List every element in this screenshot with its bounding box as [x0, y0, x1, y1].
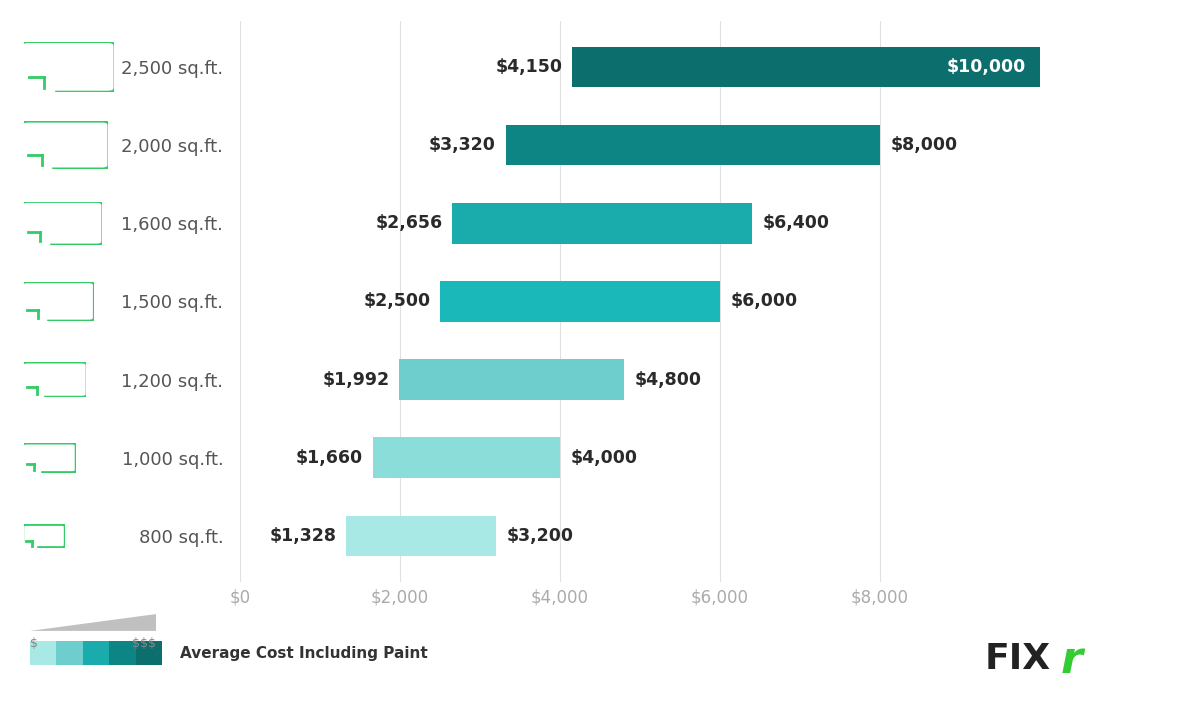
Bar — [136, 641, 162, 665]
Bar — [347, 516, 496, 557]
FancyBboxPatch shape — [22, 41, 115, 92]
FancyBboxPatch shape — [22, 201, 103, 245]
Text: $1,660: $1,660 — [296, 449, 364, 467]
Text: $3,200: $3,200 — [506, 527, 574, 545]
FancyBboxPatch shape — [23, 524, 65, 547]
FancyBboxPatch shape — [22, 282, 95, 321]
Text: $8,000: $8,000 — [890, 136, 958, 154]
Text: $6,000: $6,000 — [731, 292, 798, 311]
Polygon shape — [30, 614, 156, 631]
Bar — [572, 46, 1040, 87]
Text: $: $ — [30, 637, 38, 650]
Bar — [56, 641, 83, 665]
Bar — [83, 641, 109, 665]
FancyBboxPatch shape — [22, 121, 109, 169]
Text: $10,000: $10,000 — [947, 58, 1026, 76]
Text: $6,400: $6,400 — [762, 215, 829, 232]
Text: r: r — [1061, 639, 1082, 682]
Text: Average Cost Including Paint: Average Cost Including Paint — [180, 646, 427, 661]
Bar — [440, 281, 720, 322]
Bar — [400, 360, 624, 400]
Bar — [452, 203, 752, 243]
Text: FIX: FIX — [985, 642, 1051, 676]
FancyBboxPatch shape — [22, 362, 88, 397]
Bar — [373, 437, 560, 478]
Text: $$$: $$$ — [132, 637, 156, 650]
Text: $4,150: $4,150 — [496, 58, 563, 76]
Text: $4,000: $4,000 — [570, 449, 637, 467]
Text: $3,320: $3,320 — [430, 136, 496, 154]
Bar — [109, 641, 136, 665]
Text: $2,656: $2,656 — [376, 215, 443, 232]
Text: $1,992: $1,992 — [323, 371, 390, 388]
FancyBboxPatch shape — [23, 443, 76, 472]
Text: $4,800: $4,800 — [635, 371, 702, 388]
Bar — [505, 125, 880, 165]
Text: $1,328: $1,328 — [270, 527, 337, 545]
Text: $2,500: $2,500 — [364, 292, 431, 311]
Bar — [30, 641, 56, 665]
